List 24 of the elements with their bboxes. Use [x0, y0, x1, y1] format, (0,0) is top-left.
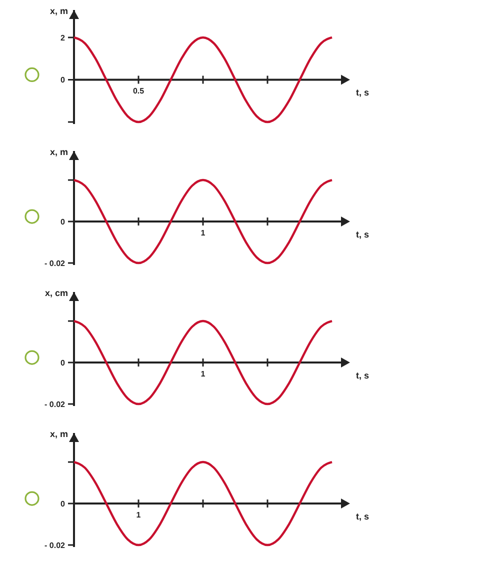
y-tick-label: 2: [60, 33, 66, 42]
y-tick-label: 0: [60, 218, 66, 227]
line-series: [72, 460, 334, 546]
y-tick-label: - 0.02: [44, 541, 66, 550]
y-tick-label: 0: [60, 358, 66, 368]
y-tick-label: 0: [60, 500, 66, 509]
y-tick-label: - 0.02: [44, 400, 66, 409]
y-axis-title: x, m: [50, 429, 68, 439]
x-axis-title: t, s: [356, 88, 370, 98]
x-tick-label: 1: [200, 228, 206, 238]
y-tick-label: 0: [60, 76, 66, 85]
line-series: [72, 178, 334, 264]
x-tick-label: 1: [136, 510, 142, 520]
x-axis-title: t, s: [356, 370, 370, 381]
y-tick-label: - 0.02: [44, 259, 66, 268]
x-tick-label: 1: [200, 370, 206, 379]
y-axis-title: x, cm: [44, 288, 68, 298]
x-axis-title: t, s: [356, 512, 370, 522]
line-series: [72, 320, 334, 406]
y-axis-title: x, m: [50, 6, 68, 16]
line-series: [72, 36, 334, 124]
y-axis-title: x, m: [50, 147, 68, 157]
x-axis-title: t, s: [356, 230, 370, 240]
x-tick-label: 0.5: [132, 86, 145, 96]
